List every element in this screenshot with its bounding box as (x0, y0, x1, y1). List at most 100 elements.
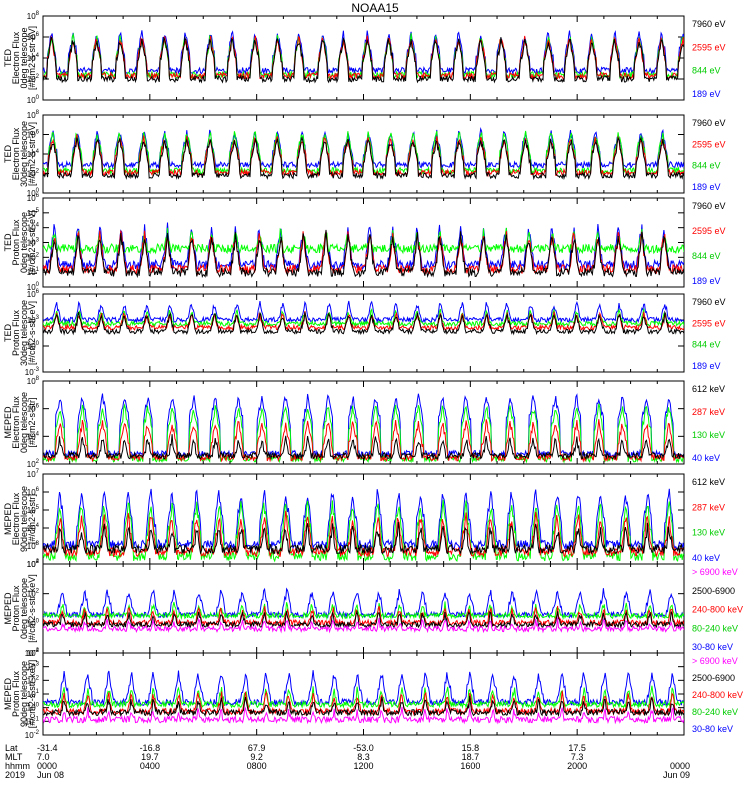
series-trace-844-ev (43, 227, 684, 255)
y-tick-label: 104 (27, 523, 40, 533)
series-trace-189-ev (43, 30, 684, 76)
x-row-label: 2019 (5, 770, 25, 780)
y-tick-label: 103 (27, 315, 40, 325)
y-axis-label: [#/cm2-s-str-eV] (27, 122, 37, 186)
x-tick-label: 1600 (460, 761, 480, 771)
legend-entry: 2595 eV (692, 42, 726, 52)
series-trace-2595-ev (43, 134, 684, 178)
legend-entry: 844 eV (692, 340, 721, 350)
y-axis-label: [#/cm2-s-str-keV] (27, 660, 37, 729)
legend-entry: 7960 eV (692, 118, 726, 128)
x-tick-label: 18.7 (462, 752, 480, 762)
legend-entry: 2500-6900 (692, 586, 735, 596)
y-tick-label: 104 (27, 648, 40, 658)
y-axis-label: Proton Flux (11, 670, 21, 717)
series-trace--6900-kev (43, 706, 684, 725)
y-tick-label: 106 (27, 487, 40, 497)
y-axis-label: Proton Flux (11, 219, 21, 266)
y-tick-label: 102 (27, 589, 40, 599)
series-trace-80-240-kev (43, 685, 684, 710)
legend-entry: 189 eV (692, 182, 721, 192)
legend-entry: 612 keV (692, 477, 725, 487)
legend-entry: 287 keV (692, 502, 725, 512)
series-trace-40-kev (43, 488, 684, 551)
y-axis-label: Electron Flux (11, 396, 21, 449)
y-axis-label: 90deg telescope (19, 661, 29, 727)
series-trace-2500-6900 (43, 695, 684, 718)
legend-entry: 2595 eV (692, 318, 726, 328)
y-tick-label: 103 (27, 541, 40, 551)
y-tick-label: 102 (27, 169, 40, 179)
series-trace--6900-kev (43, 617, 684, 634)
series-trace-844-ev (43, 130, 684, 176)
x-tick-label: Jun 09 (663, 770, 690, 780)
y-axis-label: MEPED (3, 678, 13, 711)
y-axis-label: TED (3, 233, 13, 252)
y-tick-label: 100 (27, 341, 40, 351)
x-row-label: Lat (5, 743, 18, 753)
legend-entry: 2595 eV (692, 139, 726, 149)
legend-entry: 30-80 keV (692, 642, 733, 652)
y-tick-label: 103 (27, 238, 40, 248)
legend-entry: 40 keV (692, 553, 720, 563)
legend-entry: 240-800 keV (692, 690, 743, 700)
y-axis-label: 0deg telescope (19, 212, 29, 273)
y-tick-label: 102 (27, 74, 40, 84)
series-trace-189-ev (43, 222, 684, 271)
series-trace-240-800-kev (43, 690, 684, 717)
y-tick-label: 100 (27, 188, 40, 198)
y-tick-label: 100 (27, 95, 40, 105)
legend-entry: 612 keV (692, 384, 725, 394)
legend-entry: 7960 eV (692, 297, 726, 307)
panel-frame (42, 563, 685, 654)
x-tick-label: -31.4 (37, 743, 58, 753)
x-tick-label: 17.5 (568, 743, 586, 753)
series-group (43, 300, 684, 336)
figure-title: NOAA15 (351, 1, 399, 15)
y-axis-label: Electron Flux (11, 492, 21, 545)
x-tick-label: Jun 08 (37, 770, 64, 780)
y-axis-label: [#/cm2-s-str-eV] (27, 26, 37, 90)
x-tick-label: 0000 (37, 761, 57, 771)
y-axis-label: [#/cm2-s-str-keV] (27, 574, 37, 643)
y-tick-label: 102 (27, 459, 40, 469)
x-tick-label: -53.0 (353, 743, 374, 753)
y-tick-label: 104 (27, 149, 40, 159)
x-tick-label: 1200 (353, 761, 373, 771)
series-trace-7960-ev (43, 310, 684, 336)
y-tick-label: 108 (27, 376, 40, 386)
y-tick-label: 106 (27, 193, 40, 203)
y-tick-label: 107 (27, 469, 40, 479)
y-axis-label: Electron Flux (11, 31, 21, 84)
series-trace-189-ev (43, 300, 684, 324)
y-tick-label: 104 (27, 53, 40, 63)
y-tick-label: 102 (27, 252, 40, 262)
y-axis-label: TED (3, 48, 13, 67)
y-tick-label: 101 (27, 689, 40, 699)
y-axis-label: [#/cm2-s-str-eV] (27, 210, 37, 274)
x-tick-label: 67.9 (248, 743, 266, 753)
legend-entry: 189 eV (692, 89, 721, 99)
x-tick-label: 2000 (567, 761, 587, 771)
y-axis-label: [#/cm2-s-str] (27, 494, 37, 544)
y-axis-label: TED (3, 144, 13, 163)
series-trace-612-kev (43, 434, 684, 461)
y-tick-label: 10-1 (25, 716, 40, 726)
y-axis-label: Proton Flux (11, 585, 21, 632)
legend-entry: 189 eV (692, 276, 721, 286)
y-tick-label: 106 (27, 32, 40, 42)
y-axis-label: [#/cm2-s-str] (27, 397, 37, 447)
series-trace-7960-ev (43, 35, 684, 84)
y-axis-label: 90deg telescope (19, 486, 29, 552)
y-tick-label: 108 (27, 11, 40, 21)
series-group (43, 30, 684, 84)
x-tick-label: 0800 (247, 761, 267, 771)
